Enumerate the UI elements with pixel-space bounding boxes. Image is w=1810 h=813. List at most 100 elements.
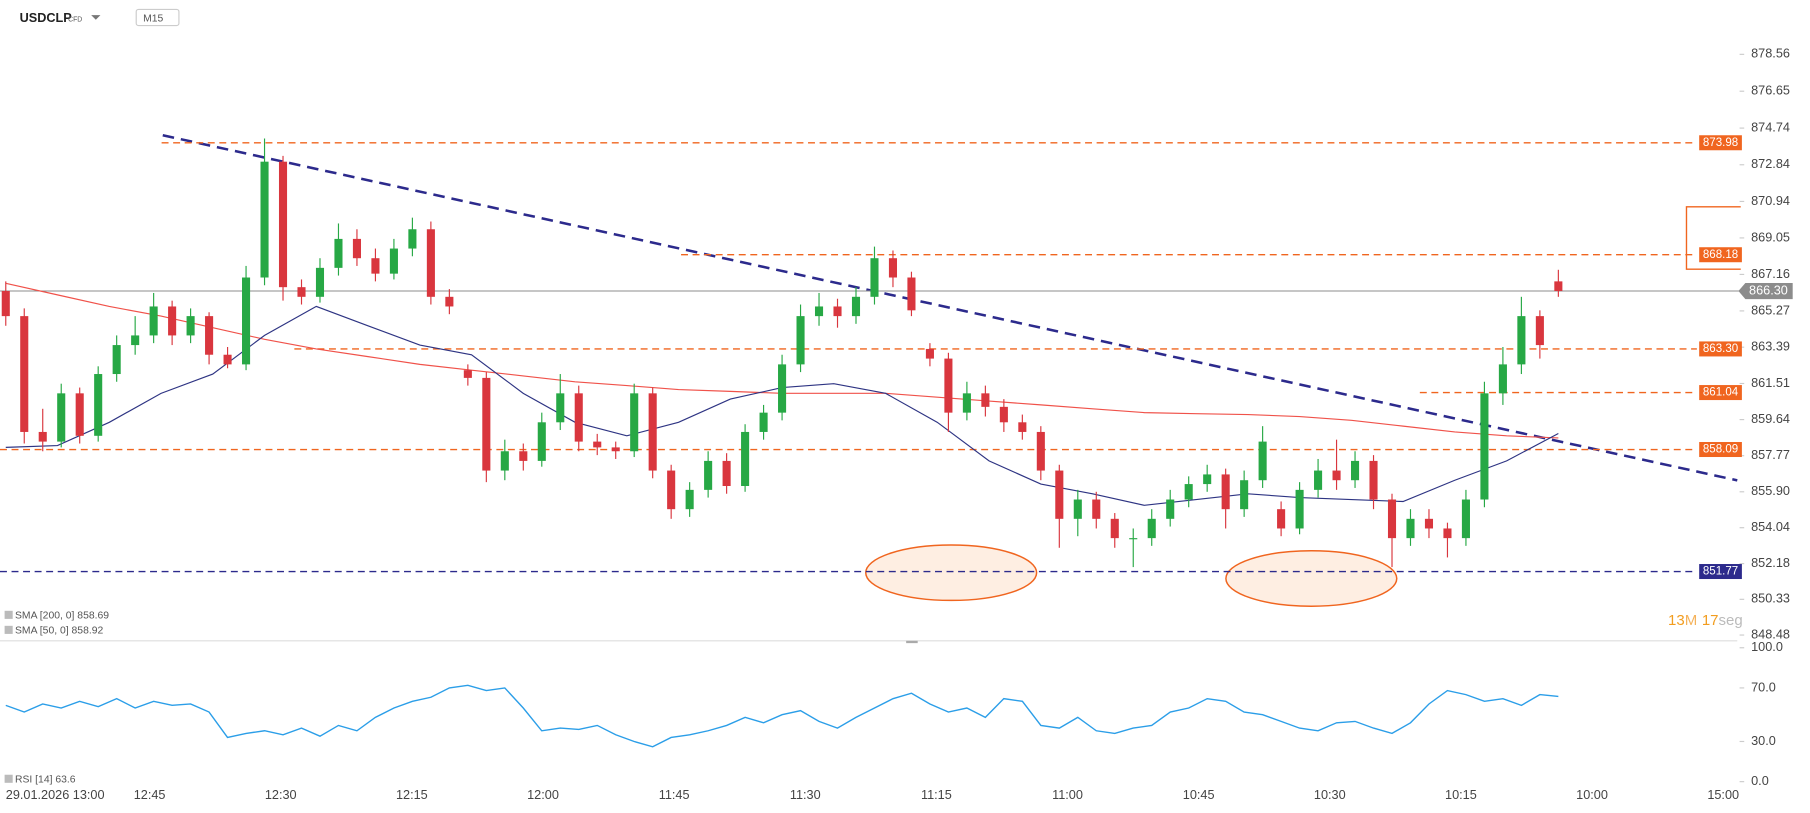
x-tick-label: 11:15 (921, 788, 952, 802)
candle-body (685, 489, 694, 510)
candle-body (1535, 316, 1544, 346)
rsi-tick-label: 0.0 (1751, 774, 1769, 788)
y-tick-label: 863.39 (1751, 340, 1790, 354)
x-tick-label: 12:00 (527, 788, 559, 802)
y-tick-label: 852.18 (1751, 556, 1790, 570)
y-tick-label: 857.77 (1751, 448, 1790, 462)
candle-body (667, 470, 676, 510)
candle-body (574, 393, 583, 442)
candle-body (205, 316, 214, 355)
y-tick-label: 848.48 (1751, 627, 1790, 641)
candle-body (778, 364, 787, 413)
candle-body (1018, 422, 1027, 432)
candle-body (851, 296, 861, 317)
level-tag (1699, 247, 1742, 263)
level-tag (1699, 385, 1742, 401)
countdown-seconds: 17 (1702, 612, 1719, 629)
y-tick-label: 874.74 (1751, 120, 1790, 134)
y-tick-label: 867.16 (1751, 267, 1790, 281)
legend-icon[interactable] (4, 610, 13, 619)
level-label: 861.04 (1703, 387, 1739, 399)
x-tick-label: 10:15 (1445, 788, 1477, 802)
x-tick-label: 15:00 (1707, 788, 1739, 802)
legend-name: SMA [200, 0] (15, 610, 75, 621)
last-price-tag (1738, 282, 1793, 300)
x-tick-label: 11:00 (1052, 788, 1083, 802)
candle-body (759, 412, 768, 432)
candle-body (814, 306, 824, 317)
x-tick-label: 11:30 (790, 788, 821, 802)
candle-body (482, 377, 491, 471)
candle-body (1424, 518, 1434, 529)
candle-body (1498, 364, 1507, 394)
candle-body (1517, 316, 1526, 365)
timeframe[interactable]: M15 (143, 13, 163, 24)
candle-body (1203, 474, 1212, 485)
candle-body (500, 451, 509, 471)
countdown-minutes: 13 (1668, 612, 1685, 629)
candle-body (593, 441, 602, 448)
symbol[interactable]: USDCLP (20, 11, 73, 25)
candle-body (1129, 538, 1138, 540)
x-tick-label: 12:30 (265, 788, 297, 802)
legend-rsi: RSI [14] 63.6 (15, 774, 76, 785)
candle-body (75, 393, 84, 436)
y-tick-label: 878.56 (1751, 47, 1790, 61)
instrument-type: CFD (68, 17, 82, 24)
candle-body (1387, 499, 1397, 539)
candle-body (260, 161, 269, 278)
timeframe-button[interactable] (135, 8, 180, 27)
candle-body (1055, 470, 1064, 519)
candle-body (1092, 499, 1101, 519)
legend-icon[interactable] (4, 625, 13, 634)
candle-body (426, 229, 435, 297)
x-tick-label: 10:30 (1314, 788, 1346, 802)
legend-name: RSI [14] (15, 774, 53, 785)
candle-body (981, 393, 990, 407)
legend-icon[interactable] (4, 774, 13, 783)
last-price-label: 866.30 (1749, 283, 1788, 297)
candle-body (463, 370, 472, 378)
y-tick-label: 870.94 (1751, 194, 1790, 208)
candle-body (907, 277, 916, 311)
legend-sma200: SMA [200, 0] 858.69 (15, 610, 109, 621)
y-tick-label: 872.84 (1751, 157, 1790, 171)
candle-body (20, 316, 29, 432)
y-tick-label: 855.90 (1751, 484, 1790, 498)
candle-body (1332, 470, 1341, 481)
target-bracket (1685, 206, 1741, 270)
y-tick-label: 865.27 (1751, 303, 1790, 317)
candle-body (1480, 393, 1489, 500)
y-tick-label: 861.51 (1751, 376, 1790, 390)
rsi-tick-label: 100.0 (1751, 640, 1783, 654)
x-tick-label: 10:45 (1183, 788, 1215, 802)
candle-body (1314, 470, 1323, 490)
candle-body (186, 316, 195, 336)
x-tick-label: 10:00 (1576, 788, 1608, 802)
level-tag (1699, 442, 1742, 458)
legend-value: 63.6 (55, 774, 75, 785)
candle-body (94, 374, 103, 436)
candle-body (1351, 460, 1360, 481)
candle-body (149, 306, 158, 336)
candle-body (223, 354, 232, 365)
candle-body (278, 161, 288, 288)
candle-body (1110, 518, 1119, 539)
candle-body (1184, 484, 1193, 500)
candle-body (944, 358, 953, 413)
legend-name: SMA [50, 0] (15, 625, 69, 636)
candle-body (704, 460, 713, 490)
candle-body (1258, 441, 1267, 481)
candle-body (38, 431, 47, 442)
candle-body (796, 316, 805, 365)
candle-body (445, 296, 454, 307)
candle-body (242, 277, 251, 365)
candle-body (722, 460, 731, 487)
candle-body (833, 306, 842, 317)
y-tick-label: 854.04 (1751, 520, 1790, 534)
support-ellipse (865, 544, 1038, 602)
candle-body (925, 348, 934, 359)
symbol-dropdown[interactable] (91, 15, 101, 20)
